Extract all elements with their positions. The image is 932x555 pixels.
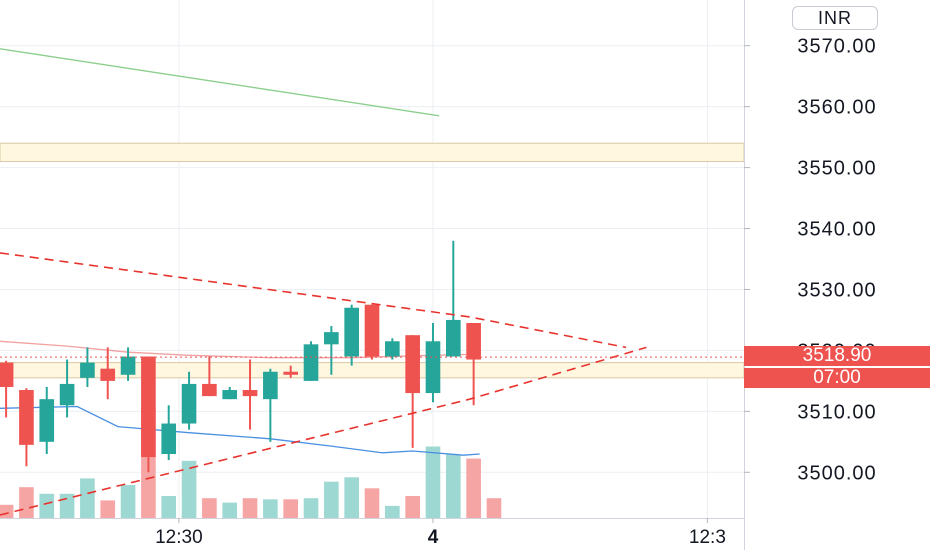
- candle-body: [0, 362, 14, 387]
- candle-body: [100, 368, 116, 381]
- candle-body: [202, 383, 217, 397]
- trendline-support: [0, 346, 647, 516]
- volume-bar: [222, 502, 238, 518]
- price-tick-label: 3560.00: [797, 97, 876, 119]
- candle-body: [263, 371, 278, 400]
- volume-moving-average: [0, 405, 480, 456]
- volume-bar: [80, 478, 95, 518]
- volume-bar: [19, 487, 34, 518]
- volume-bar: [202, 498, 217, 518]
- time-axis[interactable]: 12:30 4 12:3: [0, 518, 744, 548]
- candle-body: [324, 332, 339, 345]
- volume-bar: [283, 499, 299, 518]
- volume-bar: [425, 446, 441, 518]
- currency-button[interactable]: INR: [792, 6, 878, 30]
- time-tick-label: 12:3: [689, 527, 726, 548]
- bar-countdown-label: 07:00: [744, 368, 930, 389]
- volume-bar: [242, 498, 258, 518]
- candle-body: [242, 390, 258, 397]
- volume-bar: [324, 481, 339, 518]
- trendline-resistance: [0, 252, 627, 349]
- volume-bar: [120, 485, 136, 518]
- volume-bar: [466, 458, 481, 518]
- volume-bar: [405, 496, 420, 518]
- volume-bar: [486, 498, 502, 518]
- price-tick-label: 3530.00: [797, 279, 876, 301]
- volume-bar: [263, 499, 278, 518]
- time-tick-label: 4: [428, 527, 439, 548]
- volume-bar: [161, 496, 177, 518]
- volume-bar: [445, 454, 461, 518]
- candle-body: [120, 356, 136, 375]
- candle-body: [161, 423, 177, 455]
- moving-average-slow: [0, 48, 440, 117]
- price-tick-label: 3540.00: [797, 219, 876, 241]
- volume-bar: [39, 493, 55, 518]
- candle-body: [39, 399, 55, 442]
- time-tick-label: 12:30: [155, 527, 203, 548]
- candle-body: [283, 371, 299, 375]
- volume-bar: [344, 477, 359, 518]
- volume-bar: [364, 488, 380, 518]
- current-price-label: 3518.90: [744, 346, 930, 367]
- volume-bar: [385, 505, 400, 518]
- grid: [0, 0, 744, 518]
- volume-bar: [100, 500, 116, 518]
- price-axis[interactable]: 3500.003510.003520.003530.003540.003550.…: [744, 0, 877, 550]
- zones: [0, 142, 745, 379]
- candle-body: [141, 356, 156, 458]
- candles[interactable]: [0, 240, 481, 473]
- volume-bar: [0, 504, 14, 518]
- candle-body: [19, 390, 34, 445]
- price-tick-label: 3570.00: [797, 36, 876, 58]
- price-tick-label: 3550.00: [797, 158, 876, 180]
- candle-body: [466, 322, 481, 360]
- candle-body: [364, 304, 380, 357]
- candle-body: [181, 383, 197, 424]
- price-tick-label: 3510.00: [797, 401, 876, 423]
- candle-body: [425, 341, 441, 394]
- volume-bar: [303, 498, 319, 518]
- support-resistance-zone: [0, 142, 745, 162]
- candle-body: [385, 341, 400, 357]
- volume-bar: [181, 460, 197, 518]
- trendlines[interactable]: [0, 252, 647, 516]
- price-tick-label: 3500.00: [797, 462, 876, 484]
- candle-body: [344, 307, 359, 357]
- volume-bar: [59, 493, 75, 518]
- candle-body: [80, 362, 95, 378]
- candle-body: [59, 383, 75, 406]
- candle-body: [303, 344, 319, 381]
- candle-body: [445, 319, 461, 357]
- candle-body: [222, 390, 238, 400]
- candle-body: [405, 335, 420, 394]
